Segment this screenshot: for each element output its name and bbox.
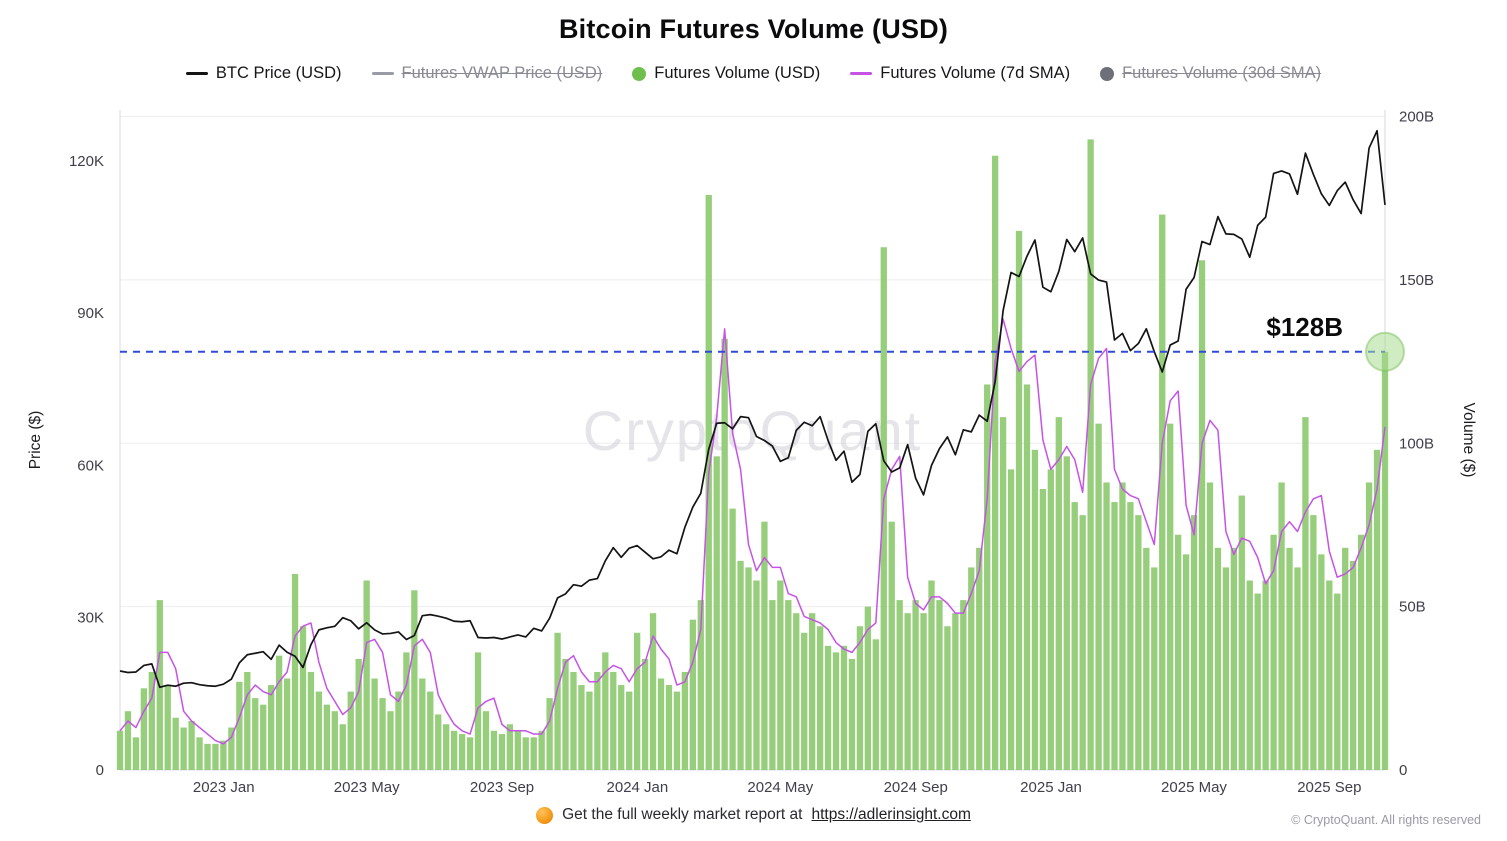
- legend-label: Futures Volume (USD): [654, 64, 821, 82]
- volume-tick-label: 150B: [1399, 272, 1434, 289]
- legend-label: Futures Volume (30d SMA): [1122, 64, 1322, 82]
- price-tick-label: 30K: [77, 610, 104, 627]
- legend-dot-swatch-icon: [1100, 66, 1115, 81]
- legend: BTC Price (USD) Futures VWAP Price (USD) F…: [0, 64, 1507, 83]
- legend-item-futures-volume-7d-sma[interactable]: Futures Volume (7d SMA): [850, 64, 1070, 83]
- volume-tick-label: 200B: [1399, 109, 1434, 126]
- legend-label: Futures VWAP Price (USD): [401, 64, 603, 82]
- x-tick-label: 2023 Jan: [193, 779, 255, 796]
- x-tick-label: 2024 May: [747, 779, 813, 796]
- report-footer: Get the full weekly market report at htt…: [0, 806, 1507, 824]
- price-tick-label: 120K: [69, 153, 104, 170]
- chart-canvas[interactable]: CryptoQuant $128B 0 30K 60K 90K 120K 0 50B 100B 15…: [0, 100, 1507, 800]
- threshold-label: $128B: [1266, 312, 1343, 342]
- legend-item-futures-vwap-price-usd[interactable]: Futures VWAP Price (USD): [371, 64, 603, 83]
- x-tick-label: 2024 Sep: [884, 779, 948, 796]
- legend-line-swatch-icon: [185, 72, 208, 75]
- footer-text: Get the full weekly market report at: [562, 806, 803, 823]
- legend-line-swatch-icon: [850, 72, 873, 75]
- legend-item-futures-volume-usd[interactable]: Futures Volume (USD): [632, 64, 820, 83]
- price-tick-label: 60K: [77, 457, 104, 474]
- volume-tick-label: 50B: [1399, 599, 1426, 616]
- x-tick-label: 2025 Sep: [1297, 779, 1361, 796]
- x-tick-label: 2023 May: [334, 779, 400, 796]
- x-tick-label: 2024 Jan: [607, 779, 669, 796]
- price-tick-label: 0: [96, 762, 104, 779]
- volume-axis-title: Volume ($): [1460, 403, 1477, 478]
- watermark: CryptoQuant: [583, 399, 923, 462]
- x-tick-label: 2023 Sep: [470, 779, 534, 796]
- legend-dot-swatch-icon: [632, 66, 647, 81]
- copyright-text: © CryptoQuant. All rights reserved: [1291, 813, 1481, 827]
- legend-line-swatch-icon: [371, 72, 394, 75]
- price-axis-title: Price ($): [27, 411, 44, 470]
- endpoint-highlight-marker: [1365, 331, 1405, 372]
- legend-label: Futures Volume (7d SMA): [880, 64, 1071, 82]
- volume-tick-label: 100B: [1399, 435, 1434, 452]
- legend-item-futures-volume-30d-sma[interactable]: Futures Volume (30d SMA): [1100, 64, 1321, 83]
- orange-circle-icon: [536, 806, 554, 824]
- price-tick-label: 90K: [77, 305, 104, 322]
- legend-item-btc-price-usd[interactable]: BTC Price (USD): [185, 64, 342, 83]
- x-tick-label: 2025 Jan: [1020, 779, 1082, 796]
- adlerinsight-link[interactable]: https://adlerinsight.com: [811, 806, 971, 823]
- x-tick-label: 2025 May: [1161, 779, 1227, 796]
- volume-tick-label: 0: [1399, 762, 1407, 779]
- page-title: Bitcoin Futures Volume (USD): [558, 14, 949, 44]
- legend-label: BTC Price (USD): [215, 64, 342, 82]
